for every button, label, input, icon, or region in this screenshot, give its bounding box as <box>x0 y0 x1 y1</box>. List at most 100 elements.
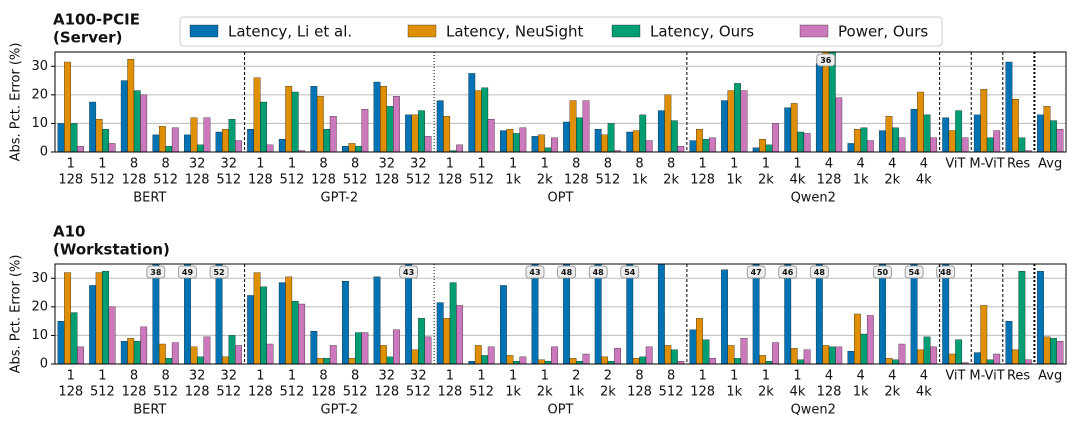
bar <box>323 128 331 152</box>
bar <box>657 264 665 364</box>
x-tick-label: 1 <box>699 157 707 172</box>
bar <box>1050 338 1057 364</box>
x-tick-label: 8 <box>604 157 612 172</box>
bar <box>152 134 160 152</box>
annotation: 49 <box>182 268 194 277</box>
bar <box>885 358 893 364</box>
x-tick-label: 1k <box>726 385 742 400</box>
bar <box>708 137 716 152</box>
bar <box>506 355 514 364</box>
x-tick-label: Avg <box>1038 157 1062 172</box>
bar <box>108 143 116 152</box>
bar <box>563 121 570 152</box>
x-tick-label: 128 <box>185 173 210 188</box>
group-label: Qwen2 <box>791 403 836 418</box>
bar <box>702 339 710 364</box>
bar <box>961 137 969 152</box>
bar <box>418 318 425 364</box>
bar <box>752 264 760 364</box>
bar <box>474 345 482 364</box>
bar <box>531 264 539 364</box>
bar <box>373 276 381 364</box>
bars <box>57 52 1064 152</box>
x-tick-label: 8 <box>667 369 675 384</box>
x-tick-label: 128 <box>248 385 273 400</box>
x-tick-label: 4k <box>790 385 806 400</box>
bar <box>329 116 337 152</box>
bar <box>772 123 779 152</box>
bar <box>734 83 741 152</box>
bar <box>955 110 963 152</box>
bar <box>614 348 621 364</box>
bar <box>424 336 432 364</box>
bar <box>247 295 255 364</box>
x-tick-label: 1 <box>477 157 485 172</box>
bar <box>140 94 148 152</box>
bar <box>519 127 527 152</box>
bar <box>531 136 539 152</box>
bar <box>253 77 261 152</box>
bar <box>266 144 274 152</box>
bar <box>215 131 223 152</box>
bar <box>342 146 349 152</box>
x-tick-label: 4 <box>825 369 833 384</box>
x-tick-label: 512 <box>216 385 241 400</box>
bar <box>64 272 71 364</box>
bar <box>278 282 286 364</box>
bar <box>569 358 577 364</box>
x-tick-label: 32 <box>189 157 206 172</box>
bar <box>563 264 570 364</box>
bar <box>942 117 950 152</box>
x-tick-label: 4 <box>888 157 896 172</box>
bar <box>734 358 741 364</box>
bar <box>197 356 204 364</box>
x-tick-label: 32 <box>378 369 395 384</box>
bar <box>689 140 697 152</box>
legend-label: Latency, Li et al. <box>228 23 352 41</box>
bar <box>506 128 514 152</box>
bar <box>626 131 634 152</box>
y-tick-label: 30 <box>31 59 48 74</box>
bar <box>670 349 678 364</box>
x-tick-label: 2k <box>884 173 900 188</box>
bar <box>917 349 924 364</box>
bar <box>740 90 748 152</box>
bar <box>436 302 444 364</box>
x-tick-label: 32 <box>220 369 237 384</box>
bar <box>203 336 211 364</box>
bar <box>759 355 767 364</box>
bar <box>1018 270 1026 364</box>
annotation-box <box>209 265 229 279</box>
bar <box>822 345 830 364</box>
bar <box>418 110 425 152</box>
bar <box>689 329 697 364</box>
bar <box>993 353 1001 364</box>
x-tick-label: 4 <box>920 369 928 384</box>
bar <box>797 131 805 152</box>
legend-swatch <box>407 24 437 38</box>
bar <box>222 356 229 364</box>
x-tick-label: 512 <box>216 173 241 188</box>
annotation-box <box>557 265 576 279</box>
bar <box>582 353 590 364</box>
bar <box>323 358 331 364</box>
x-tick-label: 4 <box>857 369 865 384</box>
x-tick-label: 1 <box>67 369 75 384</box>
x-tick-label: 32 <box>220 157 237 172</box>
x-tick-label: 512 <box>406 385 431 400</box>
x-tick-label: 1 <box>98 157 106 172</box>
group-label: GPT-2 <box>321 403 359 418</box>
bar <box>386 356 394 364</box>
bar <box>702 138 710 152</box>
bar <box>500 130 507 152</box>
bar <box>348 143 356 152</box>
bar <box>411 349 419 364</box>
y-tick-label: 10 <box>31 116 48 131</box>
bar <box>278 138 286 152</box>
bar <box>500 285 507 364</box>
bar <box>89 101 97 152</box>
bar <box>133 340 141 364</box>
x-tick-label: 1 <box>699 369 707 384</box>
bar <box>127 58 135 152</box>
